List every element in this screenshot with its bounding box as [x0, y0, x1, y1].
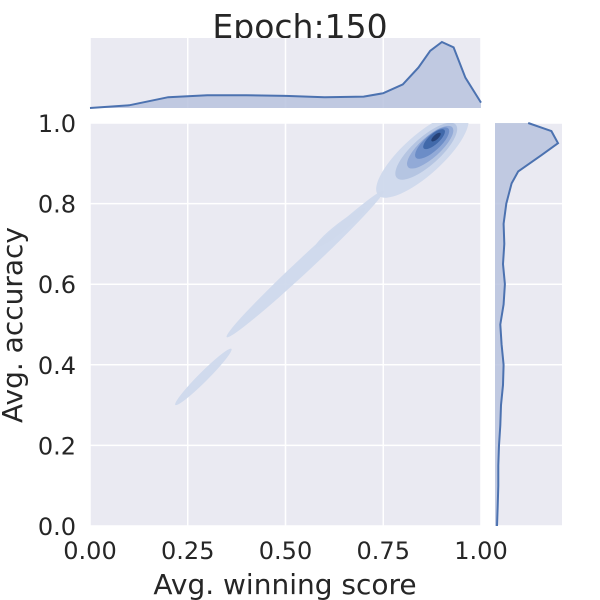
kde-contour-level-6 — [431, 132, 441, 142]
y-tick-label: 0.4 — [38, 352, 76, 380]
y-axis-ticks: 0.0 0.2 0.4 0.6 0.8 1.0 — [38, 110, 76, 541]
y-axis-label: Avg. accuracy — [0, 227, 29, 423]
x-tick-label: 0.00 — [63, 537, 116, 565]
right-marginal-density-line — [496, 122, 560, 527]
x-tick-label: 0.50 — [259, 537, 312, 565]
x-tick-label: 0.25 — [161, 537, 214, 565]
right-marginal-panel — [495, 122, 562, 527]
y-tick-label: 0.6 — [38, 271, 76, 299]
kde-contour-level-1 — [315, 207, 366, 248]
x-tick-label: 0.75 — [357, 537, 410, 565]
y-tick-label: 1.0 — [38, 110, 76, 138]
y-tick-label: 0.8 — [38, 191, 76, 219]
top-marginal-density-line — [89, 40, 482, 109]
main-plot-panel — [89, 122, 482, 527]
top-marginal-density-fill — [90, 42, 481, 108]
kde-contours — [175, 123, 469, 406]
x-axis-label: Avg. winning score — [153, 568, 416, 600]
x-axis-ticks: 0.00 0.25 0.50 0.75 1.00 — [63, 537, 507, 565]
x-tick-label: 1.00 — [454, 537, 507, 565]
kde-contour-level-1 — [175, 348, 232, 406]
y-tick-label: 0.0 — [38, 513, 76, 541]
y-tick-label: 0.2 — [38, 432, 76, 460]
right-marginal-density-fill — [495, 123, 558, 526]
top-marginal-panel — [89, 38, 482, 109]
